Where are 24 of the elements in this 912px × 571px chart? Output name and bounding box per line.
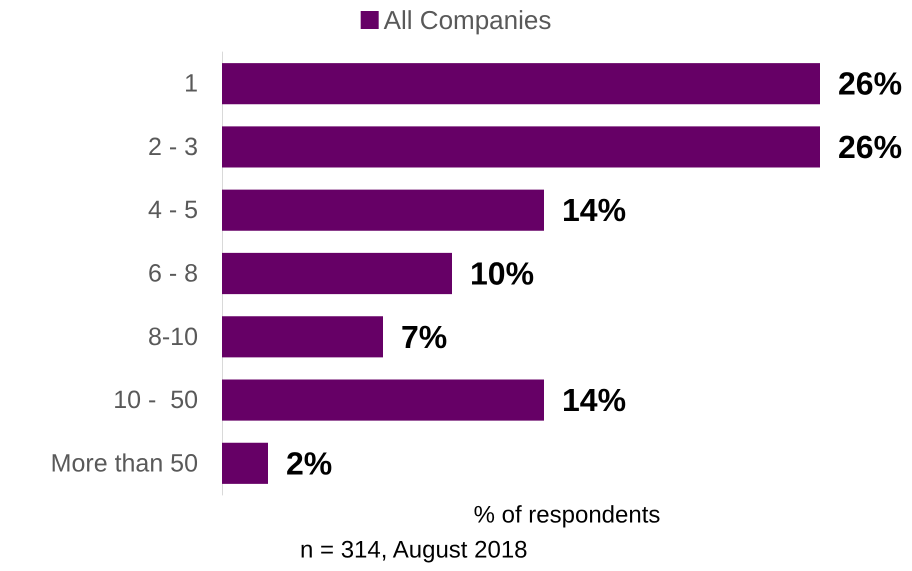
y-tick-label: 8-10 (148, 322, 198, 351)
bar (222, 252, 452, 294)
data-label: 7% (401, 318, 448, 355)
bar (222, 316, 383, 358)
bar (222, 126, 820, 168)
y-tick-label: More than 50 (50, 449, 198, 478)
data-label: 26% (838, 128, 902, 165)
legend-label: All Companies (384, 5, 552, 35)
bar (222, 63, 820, 104)
y-tick-label: 1 (184, 70, 198, 98)
bar (222, 190, 544, 231)
y-tick-label: 6 - 8 (148, 260, 198, 288)
bar (222, 442, 268, 484)
data-label: 10% (470, 256, 534, 292)
text: n = 314, August 2018 (300, 536, 528, 564)
data-label: 2% (286, 445, 332, 482)
y-tick-label: 10 - 50 (113, 386, 198, 414)
data-label: 26% (838, 66, 902, 102)
x-axis-title: % of respondents (474, 502, 660, 528)
data-label: 14% (562, 192, 626, 228)
y-tick-label: 2 - 3 (148, 132, 198, 161)
bar (222, 380, 544, 421)
data-label: 14% (562, 382, 626, 418)
y-tick-label: 4 - 5 (148, 196, 198, 224)
